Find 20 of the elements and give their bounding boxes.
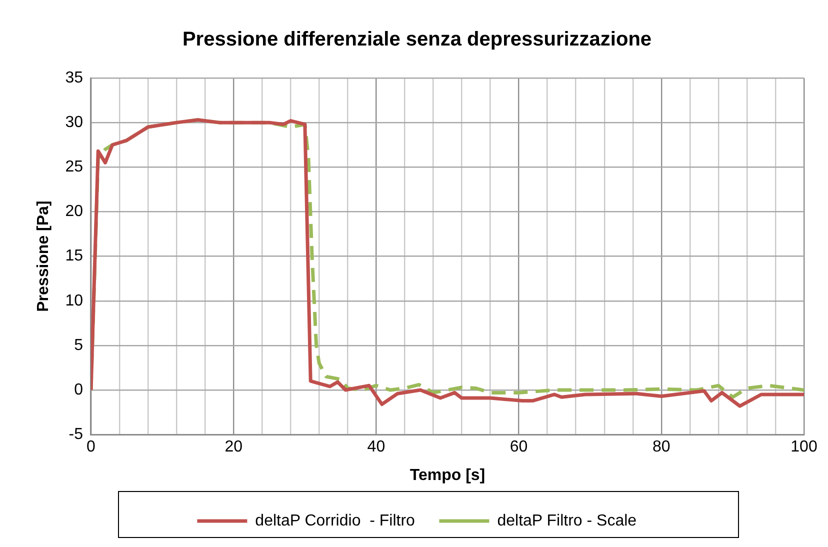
y-tick-label: 35: [65, 69, 84, 86]
x-tick-label: 100: [790, 438, 818, 456]
x-tick-label: 60: [510, 438, 528, 456]
x-tick-label: 40: [367, 438, 386, 456]
x-tick-label: 0: [86, 438, 96, 456]
y-tick-label: 5: [74, 336, 84, 354]
legend-label: deltaP Filtro - Scale: [497, 512, 637, 530]
x-tick-label: 80: [652, 438, 670, 456]
legend-label: deltaP Corridio - Filtro: [255, 512, 416, 530]
x-axis-title: Tempo [s]: [410, 466, 486, 484]
chart-title: Pressione differenziale senza depressurizzazione: [182, 28, 652, 51]
x-tick-label: 20: [224, 438, 243, 456]
y-tick-label: 10: [65, 292, 84, 310]
y-tick-label: 0: [74, 381, 84, 398]
y-axis-title: Pressione [Pa]: [35, 200, 52, 312]
y-tick-label: 20: [65, 203, 84, 220]
y-tick-label: 15: [65, 248, 84, 265]
y-tick-label: -5: [68, 426, 84, 444]
y-tick-label: 25: [65, 158, 84, 176]
y-tick-label: 30: [65, 114, 84, 131]
